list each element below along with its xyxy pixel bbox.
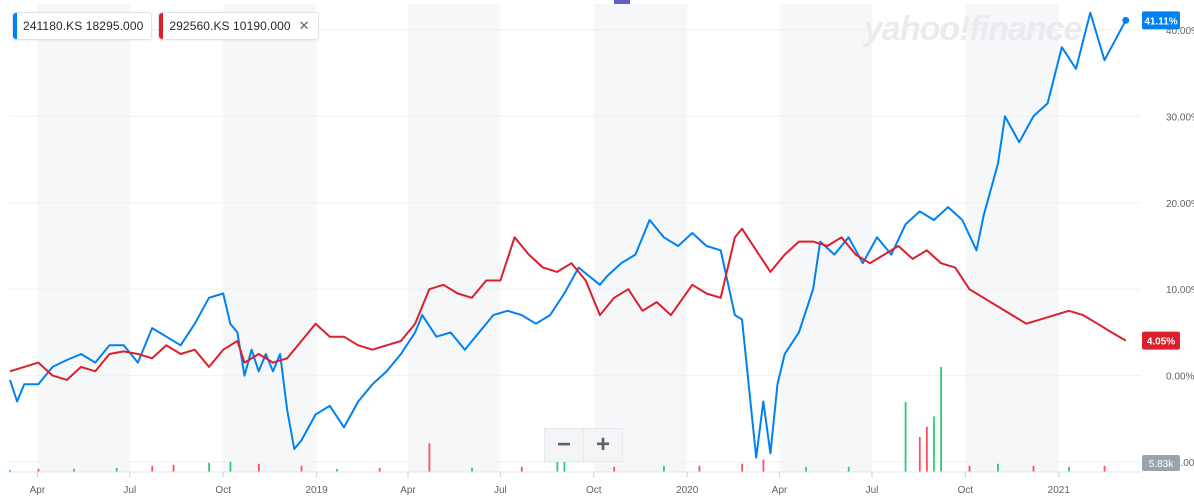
zoom-controls: − + [544, 428, 623, 462]
volume-bar [73, 468, 75, 472]
volume-bar [904, 402, 907, 472]
volume-bar [663, 465, 665, 472]
volume-bar [741, 463, 744, 472]
legend-symbol: 292560.KS [169, 19, 230, 33]
volume-bar [1068, 466, 1070, 472]
series-line-292560.KS [9, 227, 1127, 381]
x-tick-label: Apr [772, 485, 788, 496]
red-last-badge [1142, 331, 1180, 350]
y-tick-label: 40.00% [1166, 26, 1194, 37]
volume-bar [208, 462, 210, 472]
zoom-in-button[interactable]: + [584, 428, 623, 462]
blue-last-badge-label: 41.11% [1144, 16, 1177, 27]
shaded-band [407, 4, 501, 472]
series-lines [9, 11, 1127, 459]
red-last-badge-label: 4.05% [1147, 337, 1175, 348]
series-color-swatch [159, 13, 164, 39]
shaded-band [965, 4, 1059, 472]
volume-bar [762, 459, 765, 472]
shaded-band [37, 4, 130, 472]
volume-bar [997, 463, 999, 472]
volume-bar [520, 466, 523, 472]
x-tick-label: 2021 [1048, 485, 1071, 496]
volume-bar [9, 469, 11, 472]
legend: 241180.KS 18295.000 292560.KS 10190.000 … [12, 12, 319, 40]
volume-bar [471, 467, 473, 472]
series-color-swatch [13, 13, 17, 39]
last-value-badges: 41.11% 4.05% 5.83k [1122, 11, 1180, 471]
legend-item-292560[interactable]: 292560.KS 10190.000 ✕ [158, 12, 319, 40]
top-tab-indicator [614, 0, 630, 4]
volume-bar [151, 465, 154, 472]
blue-last-badge [1142, 11, 1180, 30]
zoom-out-button[interactable]: − [544, 428, 584, 462]
volume-bar [925, 426, 928, 472]
volume-last-badge-label: 5.83k [1149, 459, 1174, 470]
volume-bar [229, 461, 232, 472]
x-tick-label: Oct [586, 485, 602, 496]
legend-item-241180[interactable]: 241180.KS 18295.000 [12, 12, 153, 40]
x-tick-label: Apr [30, 485, 46, 496]
volume-bar [37, 468, 40, 472]
alternating-quarter-bands [37, 4, 1059, 472]
y-axis-tick-labels: 40.00%30.00%20.00%10.00%0.00%-10.00% [1166, 26, 1194, 469]
shaded-band [593, 4, 688, 472]
volume-bar [257, 463, 260, 472]
y-tick-label: 10.00% [1166, 285, 1194, 296]
volume-bar [172, 464, 175, 472]
x-tick-label: Oct [958, 485, 974, 496]
shaded-band [223, 4, 317, 472]
x-tick-label: Jul [494, 485, 507, 496]
x-tick-label: Apr [400, 485, 416, 496]
volume-bar [698, 465, 701, 472]
volume-bar [805, 466, 807, 472]
y-tick-label: 0.00% [1166, 372, 1194, 383]
close-icon[interactable]: ✕ [298, 18, 310, 33]
volume-last-badge [1142, 455, 1180, 471]
volume-bar [556, 460, 559, 472]
shaded-band [779, 4, 872, 472]
volume-bar [115, 467, 118, 472]
volume-bar [918, 437, 921, 472]
x-tick-label: Oct [215, 485, 231, 496]
last-point-marker [1122, 16, 1130, 24]
x-tick-label: 2019 [305, 485, 328, 496]
legend-symbol: 241180.KS [23, 19, 83, 33]
x-tick-label: 2020 [676, 485, 699, 496]
volume-bar [428, 443, 431, 472]
volume-bar [336, 468, 338, 472]
volume-bar [847, 466, 850, 472]
legend-price: 10190.000 [233, 19, 291, 33]
volume-bar [613, 466, 616, 472]
volume-bar [378, 467, 381, 472]
volume-bar [968, 465, 971, 472]
y-tick-label: 20.00% [1166, 199, 1194, 210]
x-tick-label: Jul [123, 485, 136, 496]
y-tick-label: 30.00% [1166, 112, 1194, 123]
volume-bar [940, 367, 943, 472]
x-tick-label: Jul [866, 485, 879, 496]
series-line-241180.KS [9, 11, 1127, 459]
volume-bar [933, 416, 935, 472]
volume-bar [1103, 465, 1106, 472]
volume-bar [300, 465, 303, 472]
x-axis-tick-labels: Apr Jul Oct 2019 Apr Jul Oct 2020 Apr Jul Oct 2021 [10, 471, 1140, 496]
legend-price: 18295.000 [85, 19, 144, 33]
yahoo-finance-logo: yahoo!finance [864, 10, 1082, 48]
volume-bar [1032, 465, 1035, 472]
